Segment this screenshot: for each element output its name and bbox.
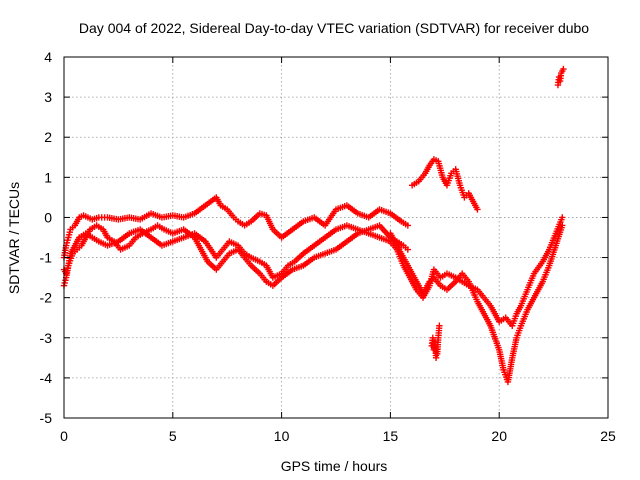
y-tick-label: -1: [40, 250, 53, 266]
tick-marks: [63, 56, 609, 419]
data-point: [559, 214, 566, 221]
y-tick-label: -5: [40, 410, 53, 426]
y-tick-label: -4: [40, 370, 53, 386]
data-point: [436, 322, 443, 329]
plot-frame: [63, 56, 609, 419]
y-axis-label: SDTVAR / TECUs: [6, 182, 22, 294]
data-point: [559, 222, 566, 229]
y-tick-label: 4: [44, 49, 52, 65]
data-point: [404, 222, 412, 229]
series-trace-c: [60, 222, 405, 289]
grid: [64, 57, 608, 418]
x-tick-label: 10: [274, 428, 290, 444]
x-tick-label: 25: [600, 428, 616, 444]
data-point: [474, 206, 481, 213]
x-tick-label: 20: [491, 428, 507, 444]
x-tick-label: 5: [169, 428, 177, 444]
data-point: [432, 354, 440, 362]
y-tick-label: -2: [40, 290, 53, 306]
series-trace-g: [428, 322, 443, 362]
series-trace-f: [408, 156, 481, 213]
data-marks: [60, 65, 567, 386]
x-axis-label: GPS time / hours: [281, 458, 388, 474]
series-trace-h: [554, 65, 567, 89]
y-tick-labels: -5 -4 -3 -2 -1 0 1 2 3 4: [40, 49, 53, 426]
chart-title: Day 004 of 2022, Sidereal Day-to-day VTE…: [79, 20, 589, 36]
y-tick-label: -3: [40, 330, 53, 346]
y-tick-label: 2: [44, 129, 52, 145]
series-trace-e: [387, 222, 566, 386]
data-point: [560, 65, 567, 73]
y-tick-label: 0: [44, 209, 52, 225]
x-tick-label: 0: [60, 428, 68, 444]
y-tick-label: 3: [44, 89, 52, 105]
data-point: [404, 246, 412, 253]
x-tick-labels: 0 5 10 15 20 25: [60, 428, 616, 444]
x-tick-label: 15: [383, 428, 399, 444]
y-tick-label: 1: [44, 169, 52, 185]
